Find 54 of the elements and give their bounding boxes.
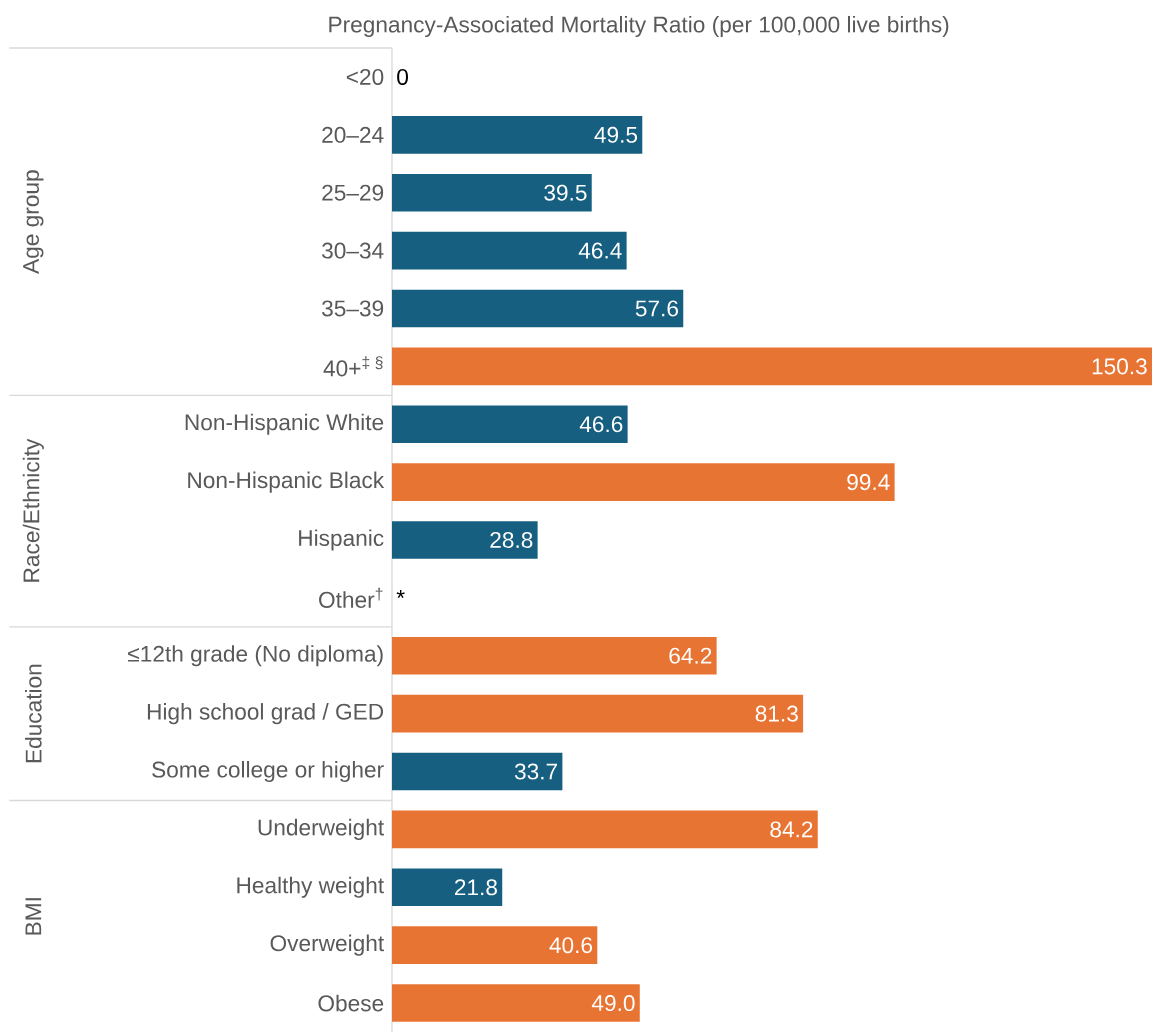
bar bbox=[392, 752, 563, 791]
data-label: 84.2 bbox=[770, 821, 813, 838]
bar bbox=[392, 810, 818, 849]
bar bbox=[392, 636, 717, 675]
y-tick-label: Hispanic bbox=[299, 529, 384, 551]
bar bbox=[392, 926, 598, 964]
data-label: 99.4 bbox=[847, 474, 890, 491]
data-label: 150.3 bbox=[1092, 358, 1147, 375]
data-label: 49.5 bbox=[594, 126, 638, 143]
y-tick-label: Obese bbox=[318, 994, 384, 1012]
y-tick-label: Overweight bbox=[270, 934, 384, 956]
data-label: 0 bbox=[397, 68, 408, 85]
text: Age group bbox=[23, 170, 44, 274]
chart-title: Pregnancy-Associated Mortality Ratio (per 100,000 live births) bbox=[329, 15, 949, 38]
bar bbox=[392, 463, 895, 501]
y-tick-label: Non-Hispanic White bbox=[185, 413, 384, 435]
y-tick-label: Underweight bbox=[258, 818, 384, 840]
text: * bbox=[396, 590, 405, 599]
data-label: 46.4 bbox=[578, 242, 622, 259]
y-tick-label: ≤12th grade (No diploma) bbox=[128, 645, 383, 667]
bar bbox=[392, 347, 1152, 386]
y-tick-label: <20 bbox=[346, 68, 384, 85]
y-tick-label: 25–29 bbox=[322, 184, 384, 201]
data-label: 39.5 bbox=[544, 184, 587, 201]
data-label: 57.6 bbox=[635, 300, 678, 317]
data-label: 64.2 bbox=[669, 647, 712, 664]
data-label: 81.3 bbox=[755, 705, 798, 722]
data-label: 21.8 bbox=[455, 879, 497, 896]
y-tick-label: Healthy weight bbox=[237, 876, 384, 898]
data-label: 28.8 bbox=[490, 531, 533, 549]
y-tick-label: High school grad / GED bbox=[147, 703, 384, 725]
data-label: 33.7 bbox=[514, 763, 557, 780]
bar bbox=[392, 289, 684, 328]
text: Education bbox=[25, 664, 42, 763]
bar bbox=[392, 405, 628, 444]
y-tick-label: 30–34 bbox=[322, 242, 384, 259]
bar bbox=[392, 868, 503, 907]
y-tick-label: 20–24 bbox=[322, 126, 384, 143]
bar bbox=[392, 173, 592, 212]
text: BMI bbox=[25, 898, 42, 935]
bar bbox=[392, 231, 627, 270]
data-label: 46.6 bbox=[579, 416, 623, 433]
bar bbox=[392, 984, 640, 1022]
bar bbox=[392, 521, 538, 559]
y-tick-label: Some college or higher bbox=[152, 760, 384, 783]
y-tick-label: 40+$^{‡ §}$ bbox=[323, 356, 383, 377]
bar bbox=[392, 694, 804, 733]
bar bbox=[392, 116, 643, 154]
data-label: 40.6 bbox=[549, 937, 593, 954]
y-tick-label: Non-Hispanic Black bbox=[188, 471, 385, 493]
y-tick-label: Other$^{†}$ bbox=[319, 587, 383, 608]
data-label: 49.0 bbox=[591, 995, 635, 1012]
y-tick-label: 35–39 bbox=[322, 300, 384, 317]
text: Race/Ethnicity bbox=[22, 438, 44, 582]
